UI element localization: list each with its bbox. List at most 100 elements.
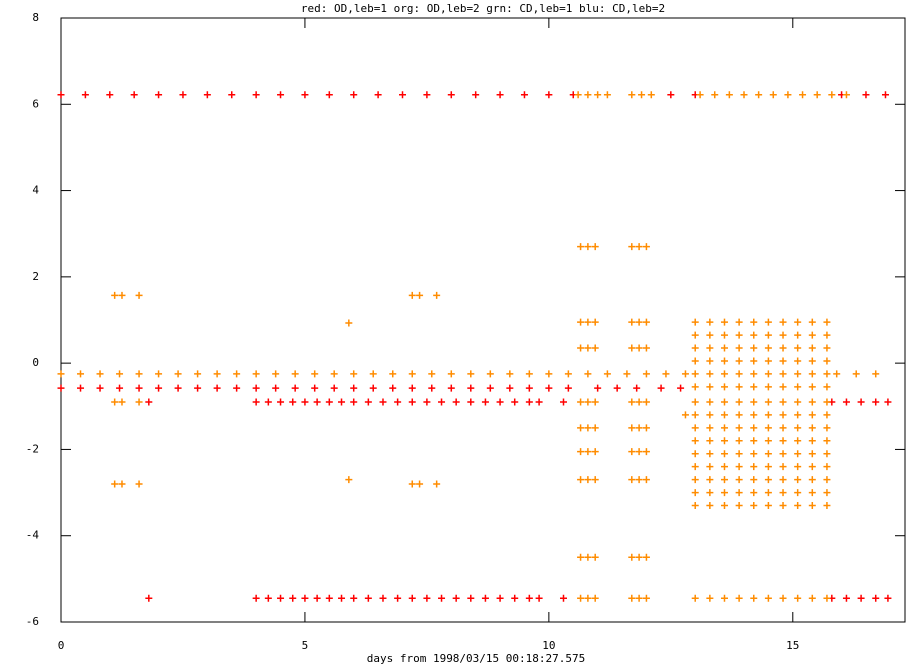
point bbox=[111, 291, 119, 299]
point bbox=[559, 398, 567, 406]
point bbox=[350, 91, 358, 99]
point bbox=[135, 291, 143, 299]
point bbox=[594, 384, 602, 392]
point bbox=[233, 370, 241, 378]
point bbox=[635, 398, 643, 406]
point bbox=[481, 594, 489, 602]
point bbox=[691, 370, 699, 378]
point bbox=[779, 411, 787, 419]
point bbox=[577, 243, 585, 251]
point bbox=[872, 594, 880, 602]
point bbox=[823, 318, 831, 326]
point bbox=[118, 480, 126, 488]
point bbox=[545, 370, 553, 378]
point bbox=[591, 553, 599, 561]
y-tick-label: 4 bbox=[32, 184, 39, 197]
point bbox=[720, 437, 728, 445]
point bbox=[706, 344, 714, 352]
point bbox=[735, 489, 743, 497]
point bbox=[272, 370, 280, 378]
point bbox=[635, 448, 643, 456]
point bbox=[881, 91, 889, 99]
point bbox=[574, 91, 582, 99]
point bbox=[764, 463, 772, 471]
point bbox=[252, 370, 260, 378]
plot-frame bbox=[60, 17, 906, 623]
point bbox=[77, 370, 85, 378]
point bbox=[691, 450, 699, 458]
point bbox=[389, 370, 397, 378]
point bbox=[720, 331, 728, 339]
point bbox=[506, 384, 514, 392]
point bbox=[642, 318, 650, 326]
point bbox=[325, 398, 333, 406]
point bbox=[291, 370, 299, 378]
point bbox=[764, 398, 772, 406]
point bbox=[118, 398, 126, 406]
point bbox=[369, 384, 377, 392]
point bbox=[720, 424, 728, 432]
point bbox=[633, 384, 641, 392]
point bbox=[301, 398, 309, 406]
point bbox=[591, 424, 599, 432]
point bbox=[750, 344, 758, 352]
point bbox=[350, 370, 358, 378]
point bbox=[842, 91, 850, 99]
point bbox=[623, 370, 631, 378]
point bbox=[823, 411, 831, 419]
point bbox=[559, 594, 567, 602]
point bbox=[428, 370, 436, 378]
point bbox=[764, 383, 772, 391]
point bbox=[808, 411, 816, 419]
point bbox=[823, 502, 831, 510]
point bbox=[764, 318, 772, 326]
point bbox=[57, 370, 65, 378]
point bbox=[496, 594, 504, 602]
point bbox=[862, 91, 870, 99]
point bbox=[584, 243, 592, 251]
point bbox=[823, 476, 831, 484]
point bbox=[750, 411, 758, 419]
x-tick-label: 0 bbox=[58, 639, 65, 652]
point bbox=[764, 450, 772, 458]
point bbox=[779, 489, 787, 497]
point bbox=[350, 384, 358, 392]
point bbox=[467, 384, 475, 392]
point bbox=[228, 91, 236, 99]
point bbox=[301, 91, 309, 99]
point bbox=[433, 291, 441, 299]
point bbox=[57, 384, 65, 392]
point bbox=[720, 383, 728, 391]
point bbox=[374, 91, 382, 99]
point bbox=[720, 370, 728, 378]
point bbox=[628, 91, 636, 99]
point bbox=[194, 370, 202, 378]
point bbox=[691, 357, 699, 365]
point bbox=[681, 411, 689, 419]
point bbox=[823, 450, 831, 458]
point bbox=[289, 594, 297, 602]
point bbox=[823, 398, 831, 406]
point bbox=[584, 398, 592, 406]
point bbox=[628, 318, 636, 326]
point bbox=[628, 594, 636, 602]
point bbox=[628, 424, 636, 432]
point bbox=[740, 91, 748, 99]
point bbox=[779, 344, 787, 352]
point bbox=[735, 370, 743, 378]
point bbox=[706, 489, 714, 497]
point bbox=[577, 398, 585, 406]
point bbox=[735, 398, 743, 406]
point bbox=[447, 370, 455, 378]
point bbox=[399, 91, 407, 99]
point bbox=[779, 318, 787, 326]
point bbox=[735, 411, 743, 419]
point bbox=[794, 489, 802, 497]
point bbox=[577, 344, 585, 352]
point bbox=[794, 411, 802, 419]
point bbox=[584, 448, 592, 456]
point bbox=[525, 384, 533, 392]
point bbox=[706, 502, 714, 510]
point bbox=[174, 384, 182, 392]
point bbox=[452, 594, 460, 602]
